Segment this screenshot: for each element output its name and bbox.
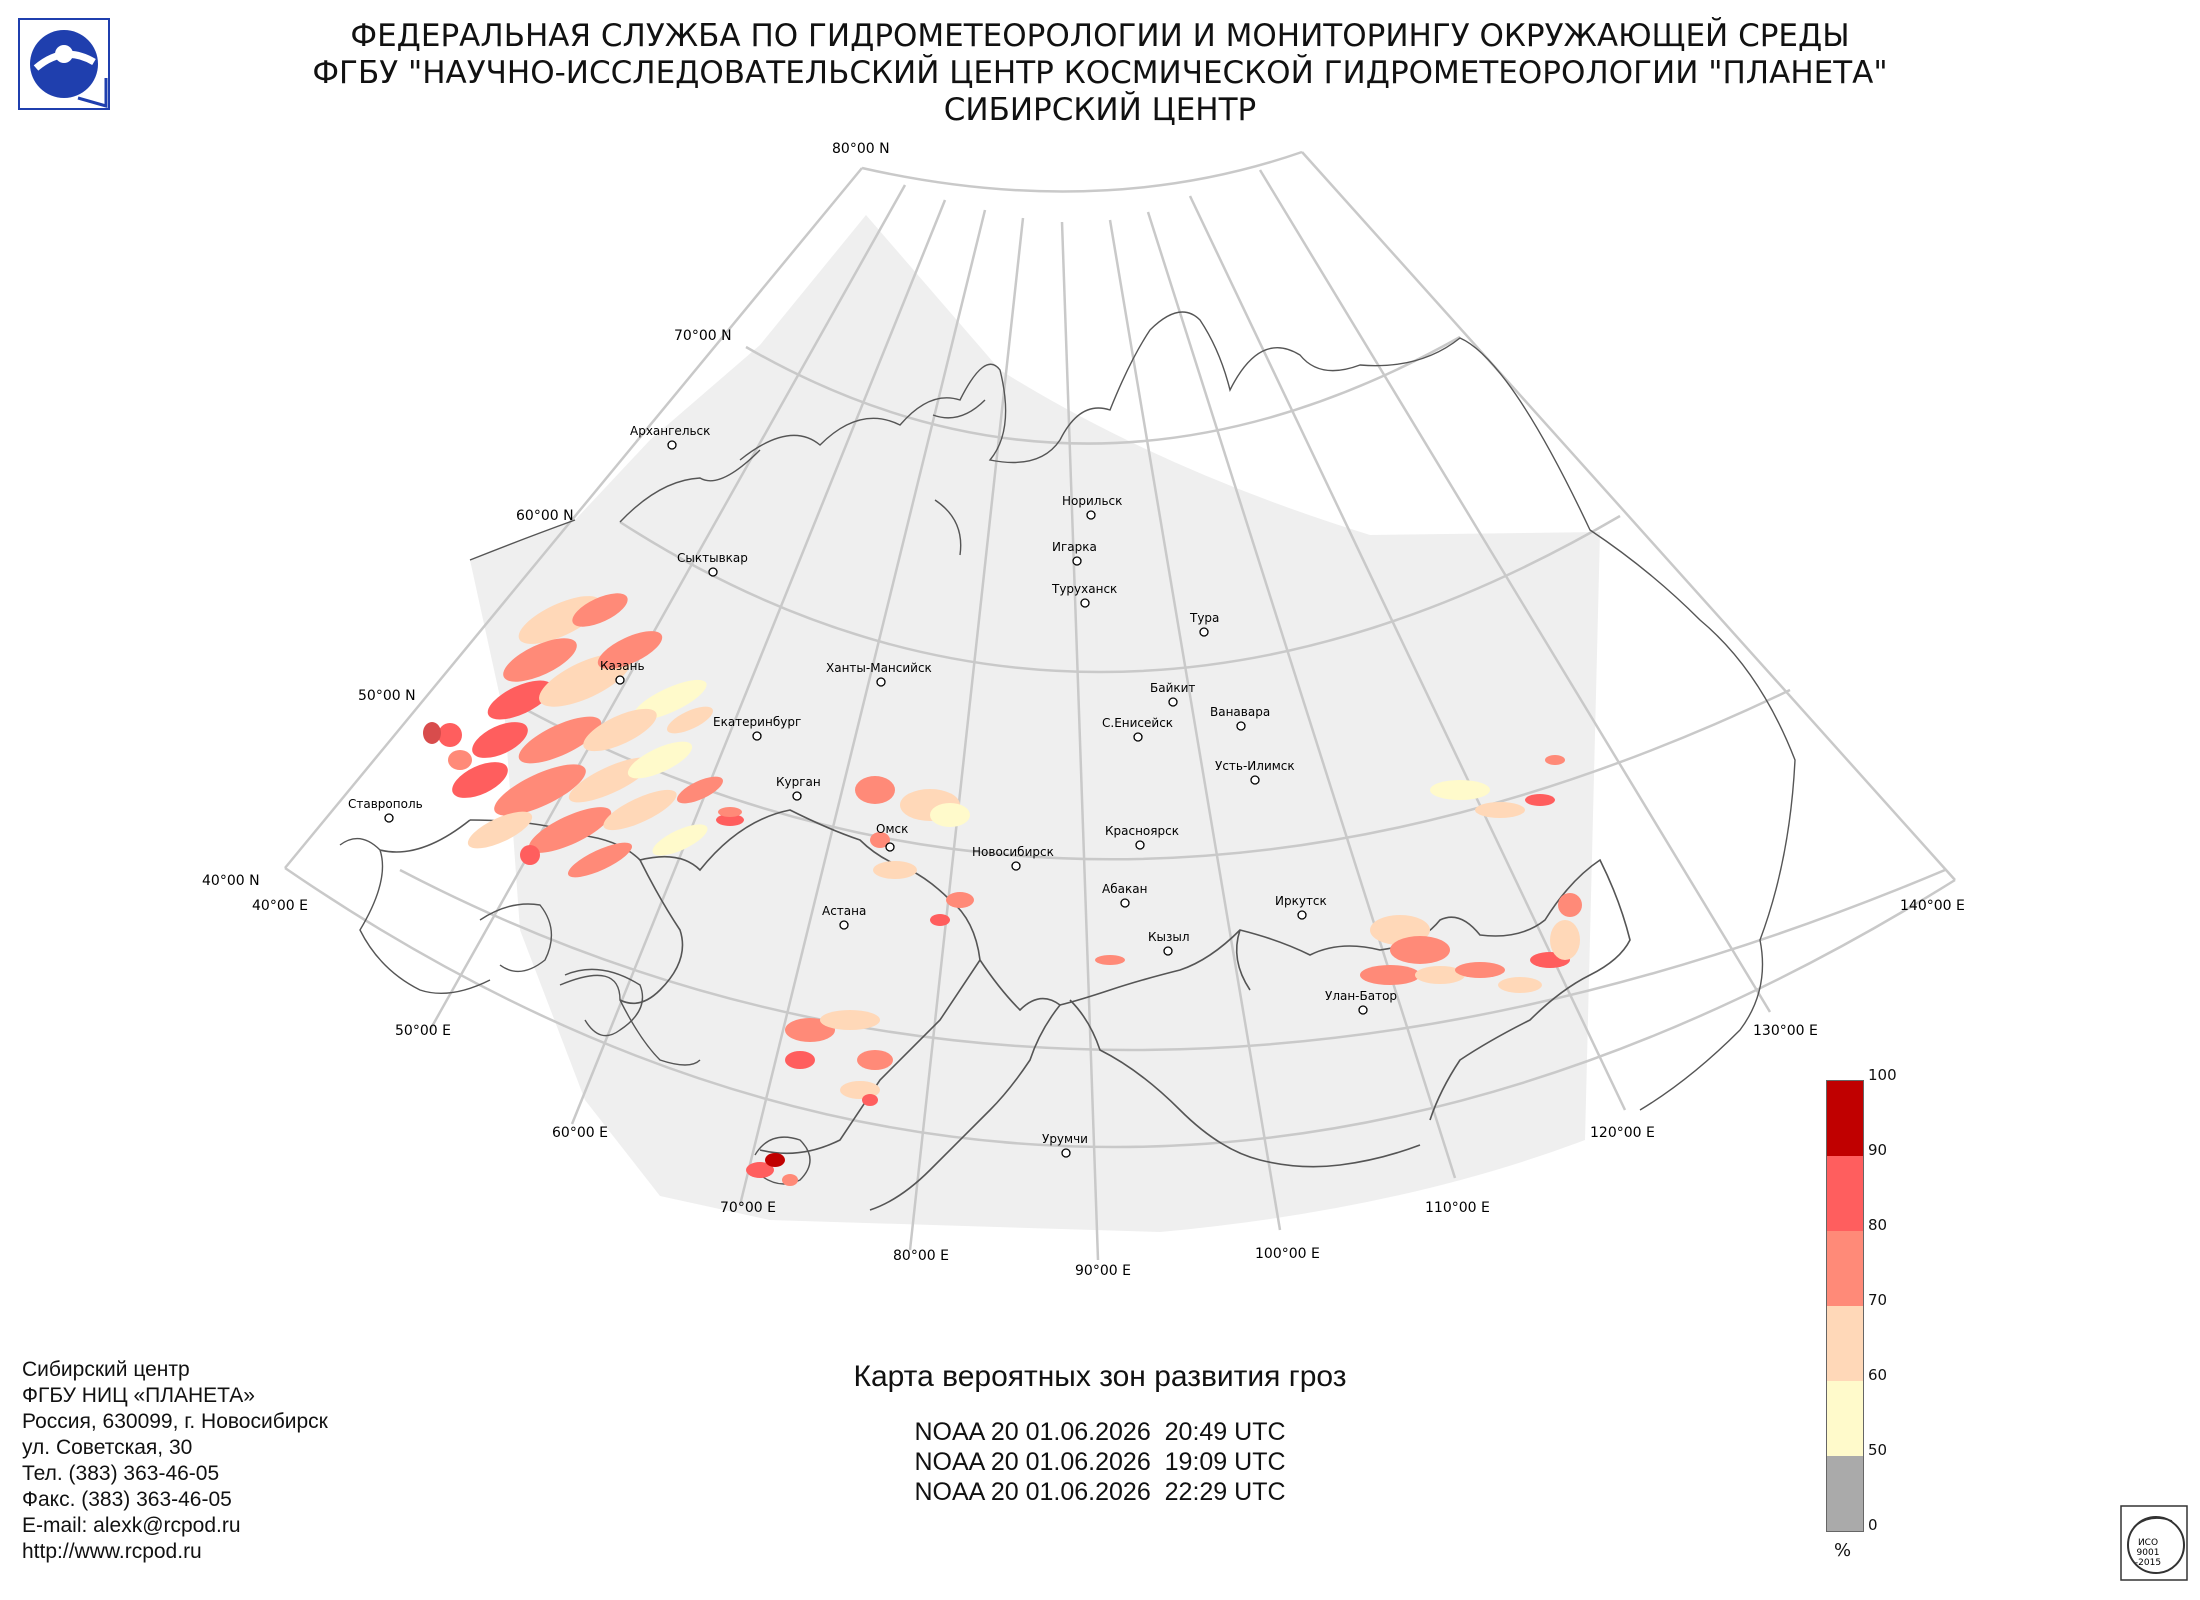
lon-label-50: 50°00 E <box>395 1023 451 1039</box>
colorbar-tick: 60 <box>1868 1366 1888 1384</box>
contact-line: Сибирский центр <box>22 1358 190 1381</box>
cert-text-iso: ИСО <box>2138 1538 2158 1548</box>
contact-line: ул. Советская, 30 <box>22 1436 193 1459</box>
pass-line: NOAA 20 01.06.2026 20:49 UTC <box>914 1418 1286 1446</box>
header-line-3: СИБИРСКИЙ ЦЕНТР <box>943 92 1257 128</box>
city-label-igarka: Игарка <box>1052 540 1097 554</box>
lon-label-130: 130°00 E <box>1753 1023 1818 1039</box>
contact-line: Факс. (383) 363-46-05 <box>22 1488 232 1511</box>
city-label-s-yeniseysk: С.Енисейск <box>1102 716 1173 730</box>
colorbar-band-70-80 <box>1827 1231 1863 1306</box>
colorbar-band-60-70 <box>1827 1306 1863 1381</box>
colorbar <box>1826 1080 1864 1532</box>
colorbar-band-80-90 <box>1827 1156 1863 1231</box>
latitude-labels: 80°00 N 70°00 N 60°00 N 50°00 N 40°00 N <box>202 141 890 889</box>
colorbar-band-0-50 <box>1827 1456 1863 1531</box>
contact-line: Россия, 630099, г. Новосибирск <box>22 1410 328 1433</box>
city-label-arkhangelsk: Архангельск <box>630 424 710 438</box>
city-label-yekaterinburg: Екатеринбург <box>713 715 801 729</box>
lon-label-90: 90°00 E <box>1075 1263 1131 1279</box>
city-label-norilsk: Норильск <box>1062 494 1122 508</box>
lat-label-70: 70°00 N <box>674 328 732 344</box>
city-label-krasnoyarsk: Красноярск <box>1105 824 1179 838</box>
city-label-ulan-bator: Улан-Батор <box>1325 989 1397 1003</box>
map-title: Карта вероятных зон развития гроз <box>853 1360 1347 1393</box>
coverage-area <box>470 215 1600 1232</box>
pass-line: NOAA 20 01.06.2026 22:29 UTC <box>914 1478 1286 1506</box>
iso-certification-icon: ИСО 9001 -2015 <box>2120 1505 2188 1581</box>
city-label-astana: Астана <box>822 904 866 918</box>
contact-email[interactable]: E-mail: alexk@rcpod.ru <box>22 1514 241 1537</box>
contact-line: ФГБУ НИЦ «ПЛАНЕТА» <box>22 1384 255 1407</box>
colorbar-band-50-60 <box>1827 1381 1863 1456</box>
city-label-abakan: Абакан <box>1102 882 1147 896</box>
lon-label-70: 70°00 E <box>720 1200 776 1216</box>
cert-text-2015: -2015 <box>2135 1558 2161 1568</box>
header: ФЕДЕРАЛЬНАЯ СЛУЖБА ПО ГИДРОМЕТЕОРОЛОГИИ … <box>0 18 2200 129</box>
city-label-kyzyl: Кызыл <box>1148 930 1190 944</box>
city-label-kazan: Казань <box>600 659 645 673</box>
satellite-passes: NOAA 20 01.06.2026 20:49 UTC NOAA 20 01.… <box>850 1417 1350 1507</box>
city-label-novosibirsk: Новосибирск <box>972 845 1054 859</box>
lon-label-80: 80°00 E <box>893 1248 949 1264</box>
city-label-khanty-mansiysk: Ханты-Мансийск <box>826 661 932 675</box>
city-label-tura: Тура <box>1189 611 1219 625</box>
city-label-baykit: Байкит <box>1150 681 1195 695</box>
colorbar-tick: 50 <box>1868 1441 1888 1459</box>
longitude-labels: 40°00 E 50°00 E 60°00 E 70°00 E 80°00 E … <box>252 898 1965 1279</box>
latitude-lines <box>284 150 1956 1149</box>
city-label-omsk: Омск <box>876 822 908 836</box>
colorbar-tick: 70 <box>1868 1291 1888 1309</box>
lon-label-60: 60°00 E <box>552 1125 608 1141</box>
coastlines-and-borders <box>339 311 1796 1185</box>
city-label-turukhansk: Туруханск <box>1051 582 1117 596</box>
colorbar-tick: 100 <box>1868 1066 1897 1084</box>
planeta-logo-icon <box>18 18 110 110</box>
lat-label-60: 60°00 N <box>516 508 574 524</box>
lon-label-110: 110°00 E <box>1425 1200 1490 1216</box>
header-line-2: ФГБУ "НАУЧНО-ИССЛЕДОВАТЕЛЬСКИЙ ЦЕНТР КОС… <box>312 55 1888 91</box>
city-label-irkutsk: Иркутск <box>1275 894 1327 908</box>
storm-zones <box>423 593 1582 1186</box>
colorbar-tick: 80 <box>1868 1216 1888 1234</box>
city-label-urumqi: Урумчи <box>1042 1132 1088 1146</box>
colorbar-unit: % <box>1834 1540 1852 1561</box>
colorbar-tick: 0 <box>1868 1516 1878 1534</box>
city-label-vanavara: Ванавара <box>1210 705 1270 719</box>
lon-label-140: 140°00 E <box>1900 898 1965 914</box>
country-borders <box>379 809 1631 1211</box>
cert-text-9001: 9001 <box>2137 1548 2160 1558</box>
lon-label-40: 40°00 E <box>252 898 308 914</box>
lon-label-100: 100°00 E <box>1255 1246 1320 1262</box>
colorbar-band-90-100 <box>1827 1081 1863 1156</box>
lat-label-40: 40°00 N <box>202 873 260 889</box>
lat-label-80: 80°00 N <box>832 141 890 157</box>
colorbar-tick: 90 <box>1868 1141 1888 1159</box>
pass-line: NOAA 20 01.06.2026 19:09 UTC <box>914 1448 1286 1476</box>
city-label-stavropol: Ставрополь <box>348 797 423 811</box>
city-label-ust-ilimsk: Усть-Илимск <box>1215 759 1295 773</box>
city-label-syktyvkar: Сыктывкар <box>677 551 748 565</box>
lat-label-50: 50°00 N <box>358 688 416 704</box>
contact-line: Тел. (383) 363-46-05 <box>22 1462 220 1485</box>
contact-website[interactable]: http://www.rcpod.ru <box>22 1540 202 1563</box>
lon-label-120: 120°00 E <box>1590 1125 1655 1141</box>
city-labels: Архангельск Сыктывкар Казань Екатеринбур… <box>348 424 1397 1146</box>
city-label-kurgan: Курган <box>776 775 821 789</box>
header-line-1: ФЕДЕРАЛЬНАЯ СЛУЖБА ПО ГИДРОМЕТЕОРОЛОГИИ … <box>350 18 1850 54</box>
city-markers <box>384 440 1368 1158</box>
contacts-block: Сибирский центр ФГБУ НИЦ «ПЛАНЕТА» Росси… <box>22 1357 328 1565</box>
